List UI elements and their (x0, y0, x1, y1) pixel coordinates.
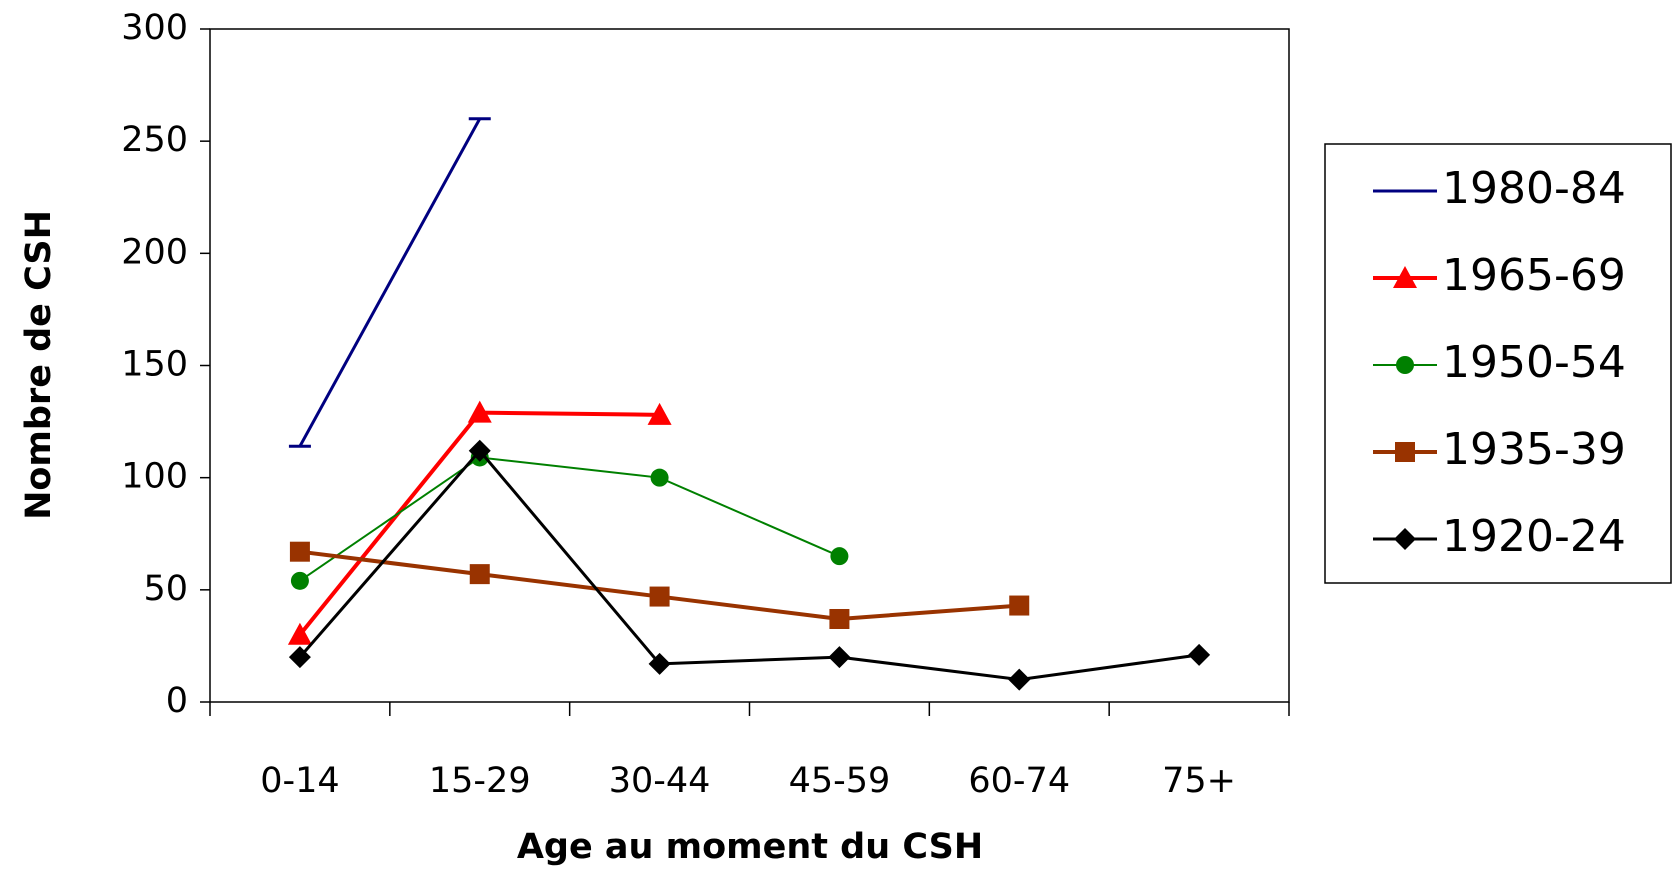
y-tick-label: 250 (121, 120, 188, 160)
legend-text: 1950-54 (1442, 337, 1626, 388)
marker (829, 608, 850, 629)
marker (289, 541, 310, 562)
marker (830, 547, 849, 566)
y-tick-label: 200 (121, 232, 188, 272)
x-tick-label: 0-14 (260, 761, 339, 801)
marker (288, 646, 311, 669)
series-line (298, 118, 482, 447)
marker (1393, 266, 1417, 288)
x-tick-label: 30-44 (609, 761, 711, 801)
marker (1396, 356, 1414, 374)
marker (649, 586, 670, 607)
marker (648, 652, 671, 675)
legend-text: 1920-24 (1442, 511, 1626, 562)
x-tick-label: 60-74 (968, 761, 1070, 801)
plot-frame (209, 28, 1290, 703)
marker (290, 571, 309, 590)
y-axis-title: Nombre de CSH (19, 210, 59, 520)
y-tick-label: 150 (121, 345, 188, 385)
marker (1009, 595, 1030, 616)
marker (1394, 528, 1416, 550)
marker (468, 439, 491, 462)
series-line (299, 456, 840, 582)
y-tick-label: 100 (121, 457, 188, 497)
legend-text: 1965-69 (1442, 250, 1626, 301)
marker (828, 646, 851, 669)
x-axis-title: Age au moment du CSH (517, 827, 983, 867)
marker (1188, 643, 1211, 666)
legend-box (1324, 143, 1672, 584)
marker (287, 622, 312, 645)
marker (467, 400, 492, 423)
marker (1395, 442, 1415, 462)
y-tick-label: 0 (166, 681, 188, 721)
series-line (299, 549, 1020, 622)
marker (1008, 668, 1031, 691)
marker (647, 402, 672, 425)
y-tick-label: 50 (143, 569, 188, 609)
x-tick-label: 45-59 (789, 761, 891, 801)
marker (469, 564, 490, 585)
legend-text: 1980-84 (1442, 163, 1626, 214)
x-tick-label: 75+ (1162, 761, 1236, 801)
legend-text: 1935-39 (1442, 424, 1626, 475)
marker (650, 468, 669, 487)
x-tick-label: 15-29 (429, 761, 531, 801)
y-tick-label: 300 (121, 8, 188, 48)
series-line (298, 448, 1200, 682)
